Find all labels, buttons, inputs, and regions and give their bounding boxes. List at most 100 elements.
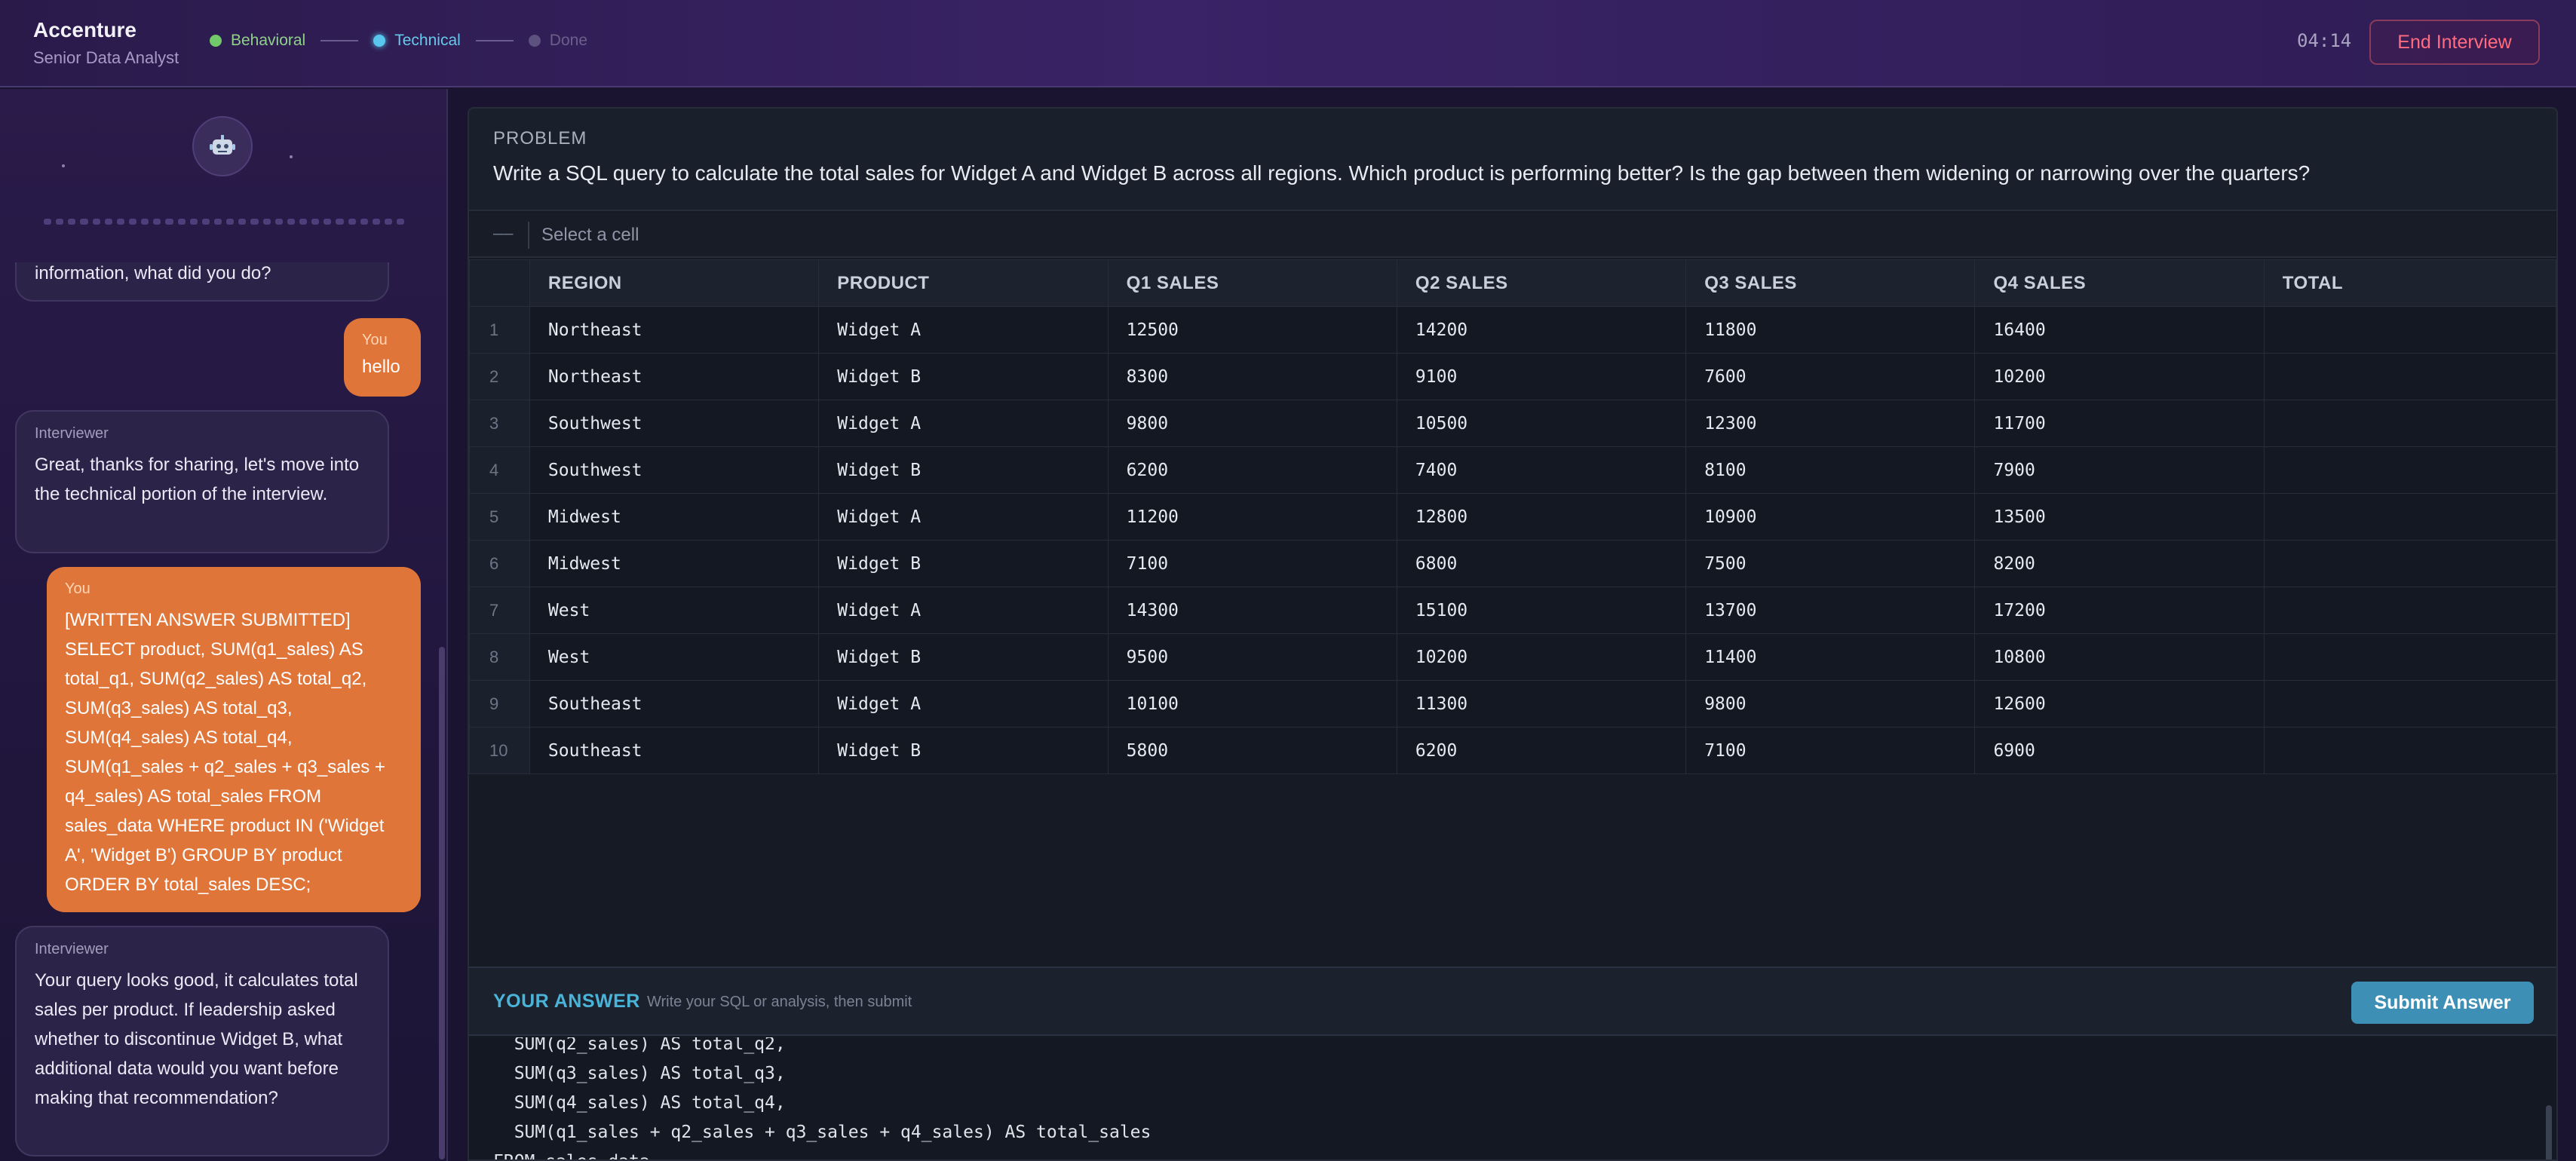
table-cell[interactable]: 13700 [1685,587,1976,634]
column-header[interactable]: TOTAL [2263,259,2556,307]
table-cell[interactable] [2263,540,2556,587]
table-cell[interactable]: 9500 [1107,633,1397,681]
table-cell[interactable]: 14300 [1107,587,1397,634]
column-header[interactable]: Q4 SALES [1974,259,2265,307]
table-cell[interactable]: Southeast [529,727,820,774]
table-cell[interactable]: 10900 [1685,493,1976,541]
table-cell[interactable]: 10500 [1396,400,1687,447]
table-cell[interactable] [2263,306,2556,354]
row-number: 9 [469,680,530,728]
table-cell[interactable]: Southwest [529,446,820,494]
table-cell[interactable]: 11700 [1974,400,2265,447]
table-cell[interactable]: 9800 [1685,680,1976,728]
table-cell[interactable]: Widget B [818,727,1109,774]
table-cell[interactable]: Widget A [818,587,1109,634]
table-cell[interactable]: 7400 [1396,446,1687,494]
table-cell[interactable]: 10200 [1396,633,1687,681]
table-cell[interactable]: 7500 [1685,540,1976,587]
table-cell[interactable]: 14200 [1396,306,1687,354]
table-cell[interactable]: 7600 [1685,353,1976,400]
table-cell[interactable]: Southeast [529,680,820,728]
column-header[interactable]: REGION [529,259,820,307]
chat-message-interviewer: information, what did you do? [15,262,389,302]
table-cell[interactable] [2263,493,2556,541]
table-cell[interactable]: 7100 [1685,727,1976,774]
table-cell[interactable]: 12600 [1974,680,2265,728]
problem-text: Write a SQL query to calculate the total… [493,161,2311,185]
table-cell[interactable]: 5800 [1107,727,1397,774]
brand: Accenture Senior Data Analyst [33,18,179,68]
table-row: 2 Northeast Widget B 8300 9100 7600 1020… [469,353,2556,400]
column-header[interactable]: Q2 SALES [1396,259,1687,307]
table-cell[interactable]: 10800 [1974,633,2265,681]
editor-scrollbar[interactable] [2546,1105,2552,1159]
answer-toolbar: YOUR ANSWER Write your SQL or analysis, … [469,966,2556,1036]
answer-editor[interactable]: SUM(q2_sales) AS total_q2, SUM(q3_sales)… [469,1037,2556,1159]
table-cell[interactable]: Northeast [529,353,820,400]
column-header[interactable]: PRODUCT [818,259,1109,307]
table-cell[interactable]: 11200 [1107,493,1397,541]
table-cell[interactable]: 10200 [1974,353,2265,400]
submit-answer-button[interactable]: Submit Answer [2351,982,2534,1024]
table-cell[interactable]: 7100 [1107,540,1397,587]
table-cell[interactable]: Widget A [818,400,1109,447]
table-cell[interactable] [2263,680,2556,728]
table-row: 3 Southwest Widget A 9800 10500 12300 11… [469,400,2556,447]
table-cell[interactable]: 10100 [1107,680,1397,728]
table-cell[interactable] [2263,446,2556,494]
table-cell[interactable]: 9100 [1396,353,1687,400]
table-cell[interactable]: Midwest [529,493,820,541]
table-cell[interactable] [2263,400,2556,447]
table-cell[interactable]: 6200 [1396,727,1687,774]
table-cell[interactable]: West [529,587,820,634]
table-cell[interactable]: 6200 [1107,446,1397,494]
table-cell[interactable]: 7900 [1974,446,2265,494]
table-cell[interactable]: Midwest [529,540,820,587]
table-row: 4 Southwest Widget B 6200 7400 8100 7900 [469,446,2556,494]
table-cell[interactable]: Widget A [818,680,1109,728]
table-cell[interactable]: 8100 [1685,446,1976,494]
message-text: Great, thanks for sharing, let's move in… [35,455,360,504]
chat-panel: information, what did you do? You hello … [0,89,448,1161]
answer-code[interactable]: SUM(q2_sales) AS total_q2, SUM(q3_sales)… [493,1037,1152,1159]
table-cell[interactable]: West [529,633,820,681]
table-cell[interactable]: 8200 [1974,540,2265,587]
table-cell[interactable] [2263,727,2556,774]
column-header[interactable]: Q1 SALES [1107,259,1397,307]
table-cell[interactable]: 9800 [1107,400,1397,447]
table-cell[interactable]: 15100 [1396,587,1687,634]
table-cell[interactable]: Widget B [818,633,1109,681]
table-cell[interactable]: Widget B [818,540,1109,587]
chat-messages[interactable]: information, what did you do? You hello … [0,262,437,1161]
table-cell[interactable]: 6800 [1396,540,1687,587]
table-cell[interactable]: Southwest [529,400,820,447]
table-cell[interactable]: Northeast [529,306,820,354]
company-name: Accenture [33,18,136,41]
row-number: 2 [469,353,530,400]
cell-reference: –– [493,225,514,244]
table-cell[interactable]: 17200 [1974,587,2265,634]
particle-dot [62,164,65,167]
chat-message-you: You [WRITTEN ANSWER SUBMITTED] SELECT pr… [47,567,421,912]
table-cell[interactable]: Widget B [818,446,1109,494]
table-cell[interactable]: 11400 [1685,633,1976,681]
table-cell[interactable]: 12500 [1107,306,1397,354]
chat-scrollbar[interactable] [439,647,445,1159]
table-cell[interactable]: 8300 [1107,353,1397,400]
table-cell[interactable]: 12300 [1685,400,1976,447]
end-interview-button[interactable]: End Interview [2369,20,2540,65]
table-cell[interactable]: 12800 [1396,493,1687,541]
message-text: Your query looks good, it calculates tot… [35,970,358,1108]
table-cell[interactable]: 16400 [1974,306,2265,354]
table-cell[interactable]: 6900 [1974,727,2265,774]
table-cell[interactable]: 13500 [1974,493,2265,541]
table-cell[interactable]: Widget A [818,306,1109,354]
table-cell[interactable] [2263,353,2556,400]
column-header[interactable]: Q3 SALES [1685,259,1976,307]
table-cell[interactable] [2263,587,2556,634]
table-cell[interactable] [2263,633,2556,681]
table-cell[interactable]: 11800 [1685,306,1976,354]
table-cell[interactable]: Widget A [818,493,1109,541]
table-cell[interactable]: Widget B [818,353,1109,400]
table-cell[interactable]: 11300 [1396,680,1687,728]
